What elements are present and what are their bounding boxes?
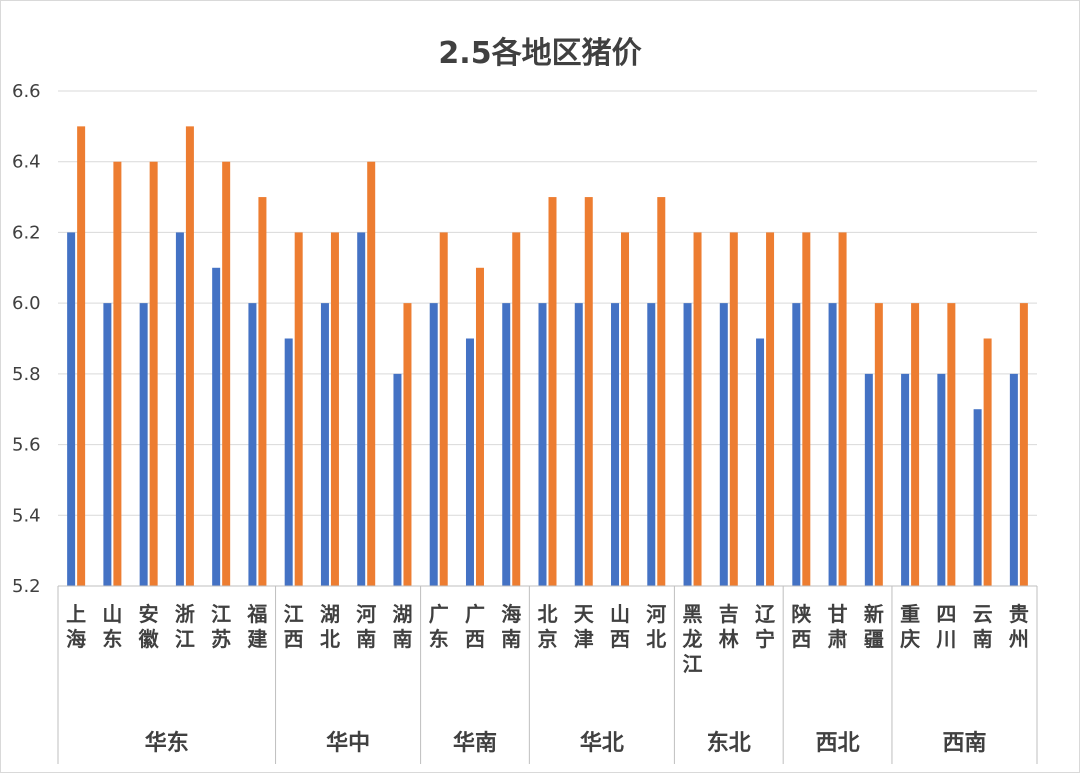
bar [874, 303, 883, 586]
bar [429, 303, 438, 586]
bar [766, 232, 775, 586]
x-tick-label: 广西 [465, 602, 485, 651]
x-tick-label: 上海 [66, 602, 86, 651]
bar [657, 197, 666, 587]
bar [828, 303, 837, 586]
bar [947, 303, 956, 586]
bar [357, 232, 366, 586]
y-tick-label: 6.2 [12, 222, 41, 243]
x-tick-label: 黑龙江 [683, 602, 703, 676]
x-tick-label: 吉林 [719, 602, 739, 651]
bar [465, 338, 474, 586]
y-tick-label: 5.4 [12, 505, 41, 526]
x-tick-label: 新疆 [864, 602, 884, 651]
bar [621, 232, 630, 586]
bar [502, 303, 511, 586]
bar [611, 303, 620, 586]
bar [911, 303, 920, 586]
bar [719, 303, 728, 586]
bar [1009, 373, 1018, 586]
x-group-label: 华北 [580, 730, 624, 756]
bar [838, 232, 847, 586]
x-group-label: 华东 [145, 730, 189, 756]
x-group-label: 东北 [707, 730, 751, 756]
x-tick-label: 江西 [284, 602, 304, 651]
bar [864, 373, 873, 586]
bar [937, 373, 946, 586]
x-tick-label: 安徽 [138, 602, 160, 651]
bar [729, 232, 738, 586]
bar [67, 232, 76, 586]
bar [212, 267, 221, 586]
bar [475, 267, 484, 586]
bar [103, 303, 112, 586]
bar [77, 126, 86, 586]
y-tick-label: 5.2 [12, 576, 41, 597]
bar [294, 232, 303, 586]
bar [439, 232, 448, 586]
y-tick-label: 5.8 [12, 364, 41, 385]
bar [512, 232, 521, 586]
bar [139, 303, 148, 586]
x-tick-label: 湖南 [392, 602, 412, 651]
x-tick-label: 湖北 [320, 602, 340, 651]
x-tick-label: 河南 [356, 602, 376, 651]
x-tick-label: 重庆 [900, 602, 920, 651]
x-group-label: 华南 [453, 730, 497, 756]
x-tick-label: 河北 [646, 602, 666, 651]
bar [538, 303, 547, 586]
bar [149, 161, 158, 586]
bar [584, 197, 593, 587]
x-tick-label: 江苏 [211, 602, 231, 651]
bar [258, 197, 267, 587]
bar [792, 303, 801, 586]
x-tick-label: 辽宁 [755, 602, 776, 651]
bar [320, 303, 329, 586]
x-group-label: 西北 [816, 731, 860, 756]
x-tick-label: 海南 [501, 602, 521, 651]
bar [983, 338, 992, 586]
bar [175, 232, 184, 586]
y-tick-label: 6.4 [12, 152, 41, 173]
x-tick-label: 福建 [246, 602, 267, 651]
bar [367, 161, 376, 586]
x-tick-label: 北京 [538, 602, 558, 651]
x-group-label: 华中 [326, 730, 370, 756]
bar [683, 303, 692, 586]
bar [113, 161, 122, 586]
x-tick-label: 山西 [610, 602, 630, 651]
x-tick-label: 贵州 [1009, 602, 1029, 651]
bar [403, 303, 412, 586]
bar [1019, 303, 1028, 586]
x-group-label: 西南 [942, 731, 986, 756]
bar [548, 197, 557, 587]
bar [330, 232, 339, 586]
x-tick-label: 山东 [102, 602, 122, 651]
x-tick-label: 广东 [429, 602, 449, 651]
x-tick-label: 天津 [574, 602, 595, 651]
chart-title: 2.5各地区猪价 [438, 36, 642, 71]
bar [901, 373, 910, 586]
bar [693, 232, 702, 586]
bar [574, 303, 583, 586]
x-tick-label: 浙江 [175, 602, 195, 651]
x-tick-label: 甘肃 [828, 602, 848, 651]
y-tick-label: 6.0 [12, 293, 41, 314]
bar [248, 303, 257, 586]
bar [284, 338, 293, 586]
bar [756, 338, 765, 586]
y-tick-label: 6.6 [12, 81, 41, 102]
bar [185, 126, 194, 586]
x-tick-label: 陕西 [791, 602, 811, 651]
bar [393, 373, 402, 586]
x-tick-label: 云南 [973, 602, 993, 651]
y-tick-label: 5.6 [12, 435, 41, 456]
bar [647, 303, 656, 586]
bar [222, 161, 231, 586]
bar [973, 409, 982, 586]
x-tick-label: 四川 [935, 602, 956, 651]
bar [802, 232, 811, 586]
